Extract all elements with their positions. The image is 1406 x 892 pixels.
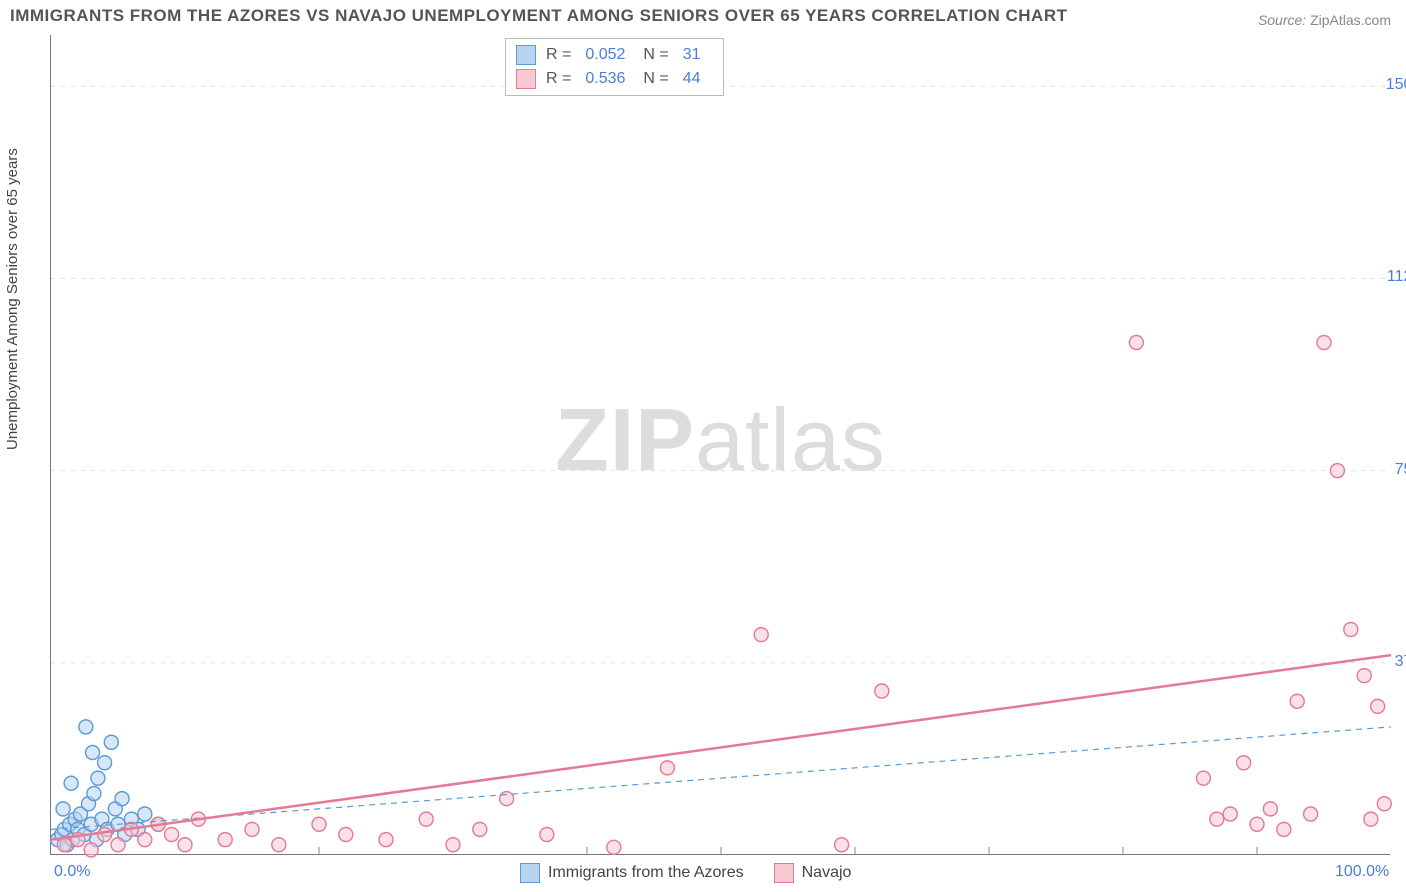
stats-row-series2: R = 0.536 N = 44 [516,67,709,91]
axis-tick-label: 0.0% [54,863,90,881]
stats-row-series1: R = 0.052 N = 31 [516,43,709,67]
swatch-series1 [520,863,540,883]
bottom-legend: Immigrants from the Azores Navajo [520,863,851,883]
y-axis-label: Unemployment Among Seniors over 65 years [4,148,21,450]
stat-r-label: R = [546,46,571,64]
swatch-series2 [774,863,794,883]
swatch-series1 [516,45,536,65]
chart-svg [51,35,1390,854]
source-label: Source: [1258,12,1306,28]
stat-n-label: N = [643,70,668,88]
stat-r-value-series2: 0.536 [585,70,625,88]
stat-r-value-series1: 0.052 [585,46,625,64]
axis-tick-label: 75.0% [1395,461,1406,479]
source-attribution: Source: ZipAtlas.com [1258,12,1391,28]
stat-n-value-series1: 31 [683,46,701,64]
axis-tick-label: 37.5% [1395,653,1406,671]
axis-tick-label: 112.5% [1387,268,1406,286]
source-value: ZipAtlas.com [1310,12,1391,28]
axis-tick-label: 150.0% [1386,76,1406,94]
stat-r-label: R = [546,70,571,88]
chart-title: IMMIGRANTS FROM THE AZORES VS NAVAJO UNE… [10,6,1068,26]
legend-label-series2: Navajo [802,864,852,881]
legend-item-series1: Immigrants from the Azores [520,863,744,883]
chart-plot-area: ZIPatlas [50,35,1390,855]
stats-legend-box: R = 0.052 N = 31 R = 0.536 N = 44 [505,38,724,96]
axis-tick-label: 100.0% [1335,863,1389,881]
stat-n-label: N = [643,46,668,64]
swatch-series2 [516,69,536,89]
legend-item-series2: Navajo [774,863,852,883]
stat-n-value-series2: 44 [683,70,701,88]
legend-label-series1: Immigrants from the Azores [548,864,744,881]
